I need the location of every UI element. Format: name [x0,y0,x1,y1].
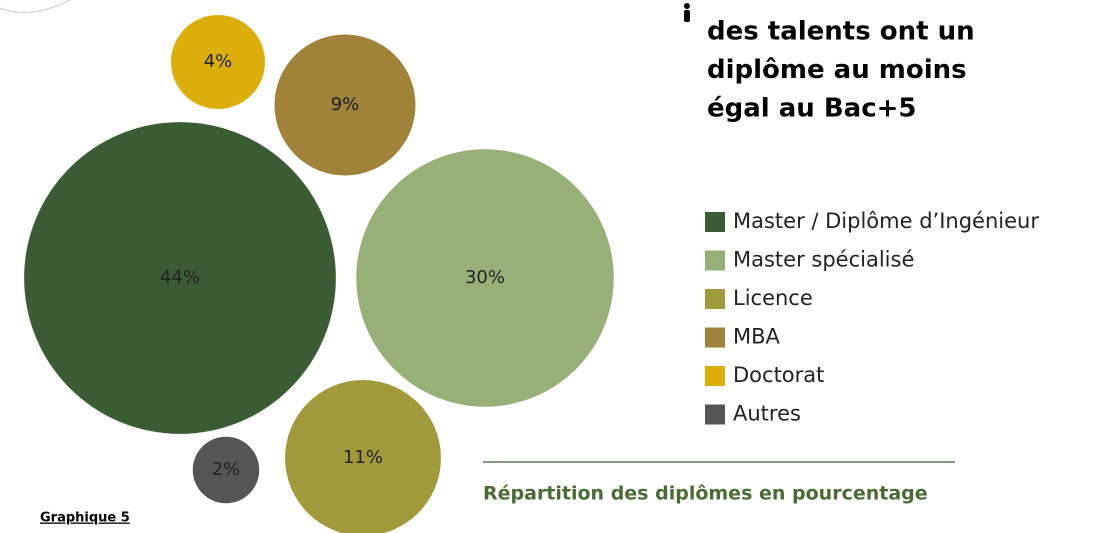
person-icon [684,3,690,22]
bubble [285,380,441,533]
legend-swatch [705,366,725,386]
data-label: 4% [204,51,233,72]
bubble [24,122,336,434]
data-label: 44% [160,267,200,288]
legend-label: MBA [733,325,781,349]
bubble [274,34,416,176]
legend-label: Licence [733,286,813,310]
data-label: 11% [343,447,383,468]
legend-label: Master / Diplôme d’Ingénieur [733,209,1039,233]
headline: égal au Bac+5 [707,94,917,124]
legend-swatch [705,327,725,348]
data-label: 30% [465,267,505,288]
data-label: 2% [212,459,241,480]
legend-label: Doctorat [733,363,824,387]
legend-label: Autres [733,402,801,426]
caption: Graphique 5 [40,511,130,526]
data-label: 9% [331,94,360,115]
bubble [356,149,614,407]
legend-swatch [705,404,725,425]
subtitle: Répartition des diplômes en pourcentage [483,483,928,505]
headline: diplôme au moins [707,55,967,85]
legend-swatch [705,212,725,232]
bubble [171,15,265,109]
decor-arc [0,0,71,13]
legend-swatch [705,289,725,309]
legend-swatch [705,250,725,271]
headline: des talents ont un [707,17,975,47]
bubble [192,436,260,504]
legend-label: Master spécialisé [733,248,914,272]
